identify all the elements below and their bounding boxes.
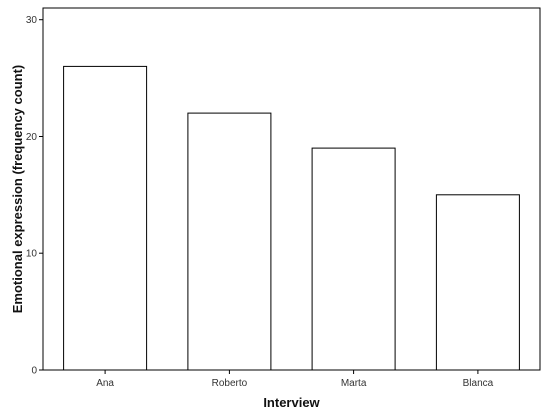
x-ticks-layer: Ana Roberto Marta Blanca [96, 370, 494, 389]
x-tick-label: Blanca [463, 378, 494, 389]
x-axis-title: Interview [263, 395, 320, 410]
y-tick-label: 30 [26, 15, 38, 26]
y-tick-label: 0 [31, 366, 37, 377]
bar-roberto [187, 112, 272, 371]
x-tick-label: Marta [341, 378, 367, 389]
bars-layer [63, 65, 520, 371]
y-ticks-layer: 0 10 20 30 [26, 15, 43, 377]
x-tick-label: Ana [96, 378, 114, 389]
bar-marta [311, 147, 396, 371]
y-axis-title: Emotional expression (frequency count) [10, 65, 25, 314]
y-tick-label: 10 [26, 249, 38, 260]
y-tick-label: 20 [26, 132, 38, 143]
bar-blanca [435, 194, 520, 371]
plot-frame [42, 7, 541, 371]
x-tick-label: Roberto [212, 378, 248, 389]
bar-ana [63, 65, 148, 371]
